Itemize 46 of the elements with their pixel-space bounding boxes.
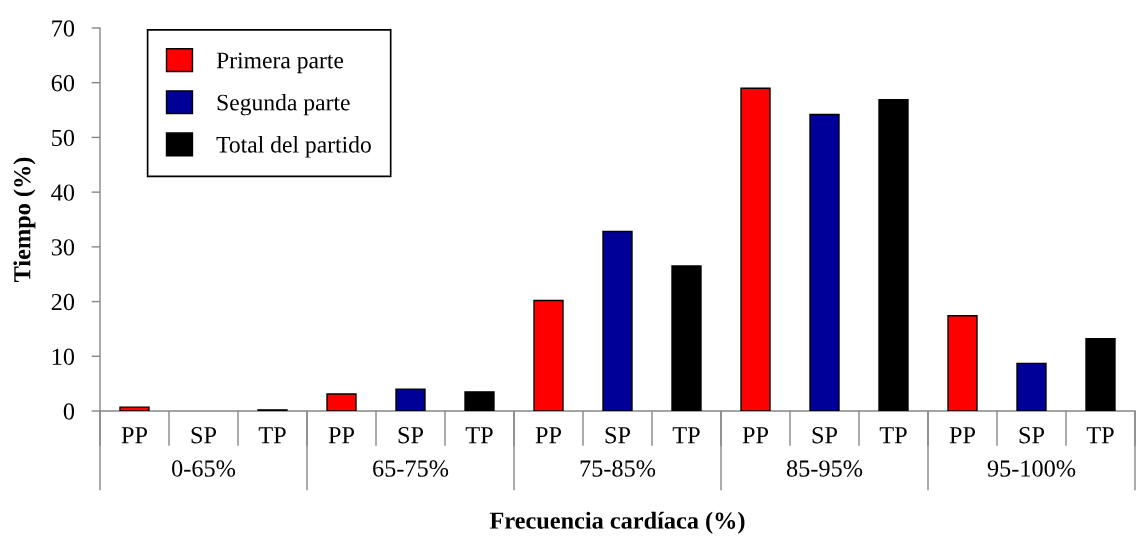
bar (464, 391, 495, 411)
x-tick-label: PP (121, 427, 148, 444)
text: 75-85% (580, 460, 656, 477)
x-tick-label: TP (465, 427, 493, 444)
bar (602, 230, 633, 411)
text: 85-95% (786, 460, 863, 477)
bar (947, 315, 978, 411)
y-tick-label: 40 (51, 184, 75, 201)
legend-label: Total del partido (216, 136, 371, 158)
y-tick-label: 60 (51, 74, 75, 92)
bar (740, 87, 771, 411)
x-tick-label: SP (605, 427, 631, 444)
text: 95-100% (987, 460, 1076, 477)
y-tick-label: 70 (52, 20, 75, 37)
x-tick-label: SP (1019, 427, 1045, 444)
x-tick-label: SP (398, 427, 424, 444)
x-tick-label: PP (535, 427, 562, 444)
bar (533, 299, 564, 411)
x-tick-label: TP (672, 427, 700, 444)
y-axis-title: Tiempo (%) (13, 157, 36, 283)
y-tick-label: 20 (51, 293, 75, 311)
y-tick-label: 10 (52, 348, 75, 365)
x-tick-label: SP (191, 427, 217, 444)
bar (326, 393, 357, 411)
y-tick-label: 30 (51, 239, 75, 256)
x-tick-label: SP (812, 427, 838, 444)
bar (878, 98, 909, 411)
x-tick-label: PP (949, 427, 976, 444)
x-tick-label: TP (1086, 427, 1114, 444)
legend-label: Segunda parte (217, 93, 350, 116)
bar (119, 406, 150, 411)
x-tick-label: TP (879, 427, 907, 444)
x-tick-label: PP (742, 427, 769, 444)
legend-label: Primera parte (216, 52, 344, 74)
bar (1016, 362, 1047, 411)
x-tick-label: TP (258, 427, 286, 444)
bar (1085, 338, 1116, 411)
bar (671, 265, 702, 411)
x-tick-label: PP (328, 427, 355, 444)
text: 0-65% (172, 460, 236, 477)
bar (809, 113, 840, 411)
x-axis-title: Frecuencia cardíaca (%) (489, 511, 745, 534)
y-tick-label: 0 (63, 403, 75, 420)
bar (395, 388, 426, 411)
text: 65-75% (373, 460, 449, 477)
y-tick-label: 50 (52, 129, 75, 147)
